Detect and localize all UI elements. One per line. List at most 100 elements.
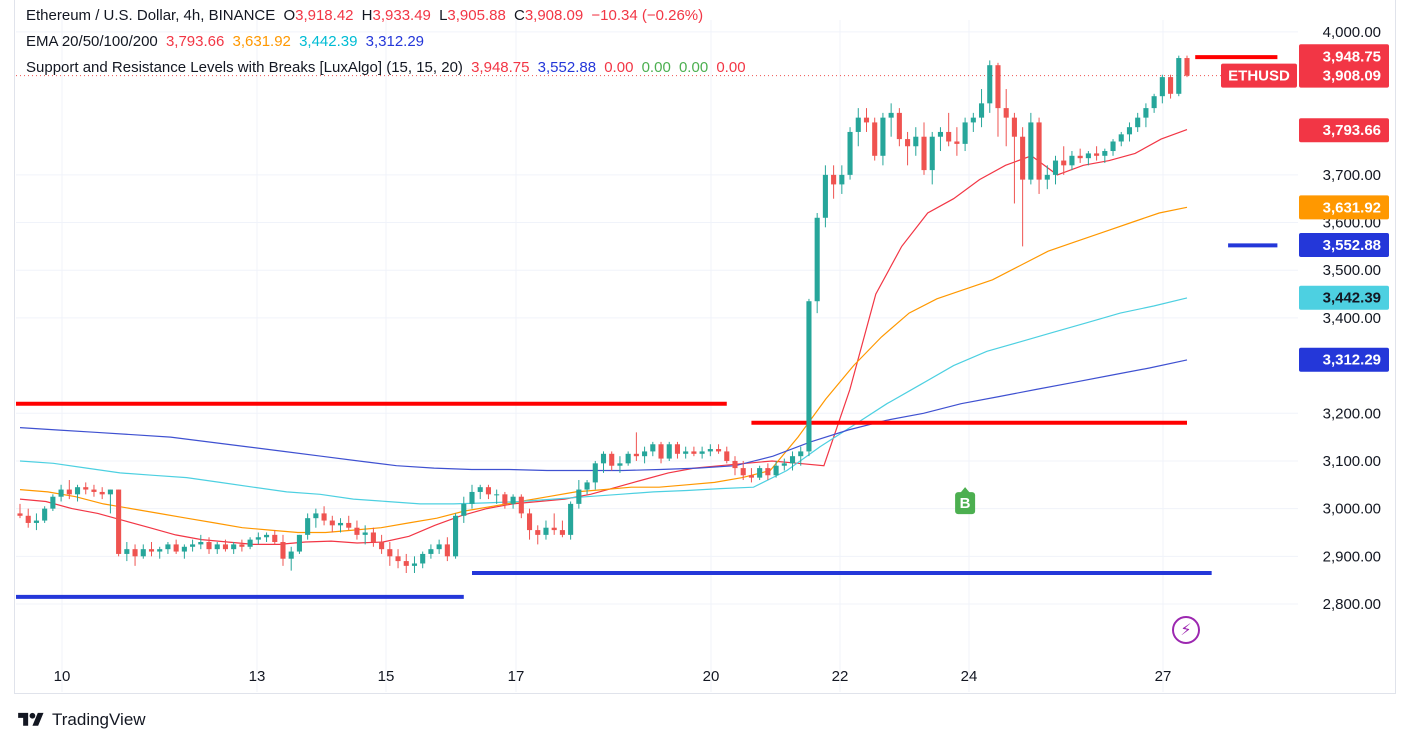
candle-body — [1118, 134, 1124, 142]
candle-body — [74, 487, 81, 495]
candle-body — [666, 444, 672, 459]
high-value: 3,933.49 — [372, 7, 431, 24]
candle-body — [633, 453, 639, 457]
candle-body — [485, 487, 491, 495]
candle-body — [1020, 136, 1026, 180]
sr-value-6: 0.00 — [716, 59, 746, 76]
candle-body — [436, 544, 442, 550]
candle-body — [42, 508, 48, 521]
candle-body — [395, 556, 401, 562]
candle-body — [305, 518, 311, 535]
candle-body — [609, 453, 615, 466]
x-tick-label: 22 — [832, 668, 849, 685]
change-value: −10.34 (−0.26%) — [591, 7, 704, 24]
candle-body — [469, 491, 475, 504]
close-label: C — [513, 7, 525, 24]
footer-brand[interactable]: TradingView — [16, 710, 146, 730]
candle-body — [535, 530, 541, 535]
candle-body — [239, 544, 245, 547]
candle-body — [354, 527, 360, 535]
y-tick-label: 4,000.00 — [1323, 24, 1381, 41]
candle-body — [592, 463, 598, 483]
candle-body — [724, 451, 730, 461]
price-tag-label: 3,552.88 — [1323, 237, 1381, 254]
candle-body — [781, 463, 787, 466]
low-label: L — [439, 7, 448, 24]
candle-body — [839, 174, 845, 185]
tradingview-logo-icon — [18, 712, 44, 726]
y-tick-label: 3,200.00 — [1323, 405, 1381, 422]
candle-body — [403, 561, 409, 566]
candle-body — [411, 563, 418, 566]
price-tag-label: 3,948.75 — [1323, 48, 1381, 65]
candle-body — [543, 527, 549, 535]
candle-body — [1003, 108, 1009, 118]
candle-body — [526, 513, 533, 531]
candle-body — [847, 131, 853, 175]
price-tag-box — [1299, 233, 1389, 258]
chart-frame[interactable] — [14, 0, 1396, 694]
candle-body — [748, 475, 754, 478]
low-value: 3,905.88 — [447, 7, 506, 24]
x-tick-label: 24 — [961, 668, 978, 685]
x-tick-label: 15 — [378, 668, 395, 685]
ema100-value: 3,442.39 — [299, 33, 358, 50]
candle-body — [937, 131, 943, 137]
x-tick-label: 10 — [54, 668, 71, 685]
sr-value-5: 0.00 — [678, 59, 709, 76]
candle-body — [568, 503, 574, 535]
candle-body — [1126, 127, 1133, 135]
candle-body — [99, 491, 105, 495]
candle-body — [148, 549, 155, 552]
candle-body — [321, 513, 327, 521]
candle-body — [346, 522, 352, 528]
lightning-icon[interactable]: ⚡ — [1172, 616, 1200, 644]
candle-body — [946, 131, 952, 142]
y-tick-label: 3,100.00 — [1323, 453, 1381, 470]
candle-body — [1028, 122, 1034, 180]
candle-body — [913, 136, 919, 147]
candle-body — [387, 549, 393, 557]
candle-body — [33, 520, 39, 523]
candle-body — [362, 532, 368, 535]
candle-body — [970, 117, 976, 123]
price-tag-box — [1299, 118, 1389, 143]
ema50-value: 3,631.92 — [232, 33, 291, 50]
candle-body — [888, 112, 894, 118]
sr-title: Support and Resistance Levels with Break… — [26, 59, 463, 76]
x-tick-label: 13 — [249, 668, 266, 685]
x-tick-label: 20 — [703, 668, 720, 685]
candle-body — [510, 496, 516, 504]
price-tag-box — [1299, 44, 1389, 69]
open-label: O — [283, 7, 296, 24]
candle-body — [214, 544, 220, 550]
sr-value-3: 0.00 — [604, 59, 634, 76]
high-label: H — [361, 7, 373, 24]
candle-body — [58, 489, 64, 497]
price-tag-label: 3,312.29 — [1323, 352, 1381, 369]
price-tag-box — [1299, 195, 1389, 220]
candle-body — [17, 513, 23, 516]
open-value: 3,918.42 — [295, 7, 354, 24]
candle-body — [855, 117, 861, 132]
candle-body — [831, 174, 837, 185]
candle-body — [617, 463, 623, 466]
candle-body — [757, 468, 763, 478]
ema-line-3 — [19, 297, 1188, 505]
candle-body — [272, 534, 278, 543]
candle-body — [1085, 153, 1091, 159]
price-tag-box — [1299, 347, 1389, 372]
candle-body — [1052, 160, 1059, 175]
candle-body — [124, 549, 130, 554]
candle-body — [140, 549, 146, 557]
candle-body — [1168, 77, 1174, 94]
ema-title: EMA 20/50/100/200 — [26, 33, 158, 50]
candle-body — [584, 482, 590, 490]
candle-body — [1110, 141, 1116, 152]
candle-body — [116, 489, 122, 554]
candle-body — [453, 515, 459, 557]
candle-body — [477, 487, 483, 492]
sr-value-4: 0.00 — [641, 59, 671, 76]
break-marker-label: B — [960, 495, 971, 512]
